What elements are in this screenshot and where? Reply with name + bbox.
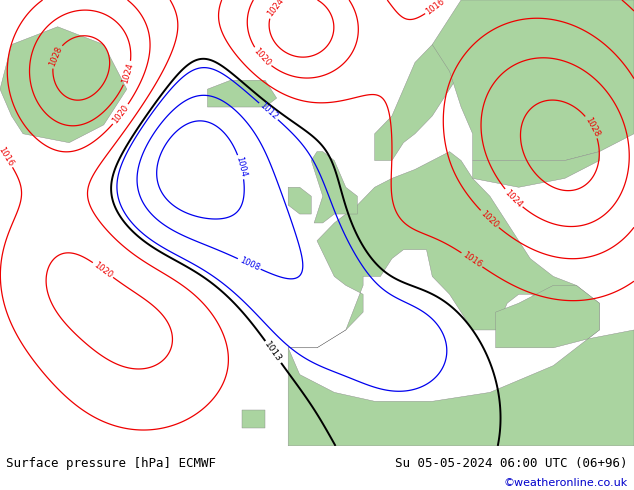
Text: 1028: 1028 <box>48 45 64 68</box>
Text: 1016: 1016 <box>461 250 483 270</box>
Text: 1020: 1020 <box>92 260 114 280</box>
Polygon shape <box>288 187 311 214</box>
Text: Surface pressure [hPa] ECMWF: Surface pressure [hPa] ECMWF <box>6 457 216 470</box>
Text: ©weatheronline.co.uk: ©weatheronline.co.uk <box>503 478 628 488</box>
Polygon shape <box>472 151 599 187</box>
Text: 1024: 1024 <box>503 188 524 209</box>
Text: Su 05-05-2024 06:00 UTC (06+96): Su 05-05-2024 06:00 UTC (06+96) <box>395 457 628 470</box>
Polygon shape <box>311 151 358 223</box>
Polygon shape <box>288 330 634 446</box>
Text: 1016: 1016 <box>0 145 15 168</box>
Text: 1024: 1024 <box>120 62 135 84</box>
Text: 1028: 1028 <box>583 115 601 138</box>
Polygon shape <box>288 151 599 348</box>
Text: 1020: 1020 <box>479 209 500 230</box>
Text: 1020: 1020 <box>111 103 131 125</box>
Polygon shape <box>450 18 507 62</box>
Text: 1024: 1024 <box>265 0 285 19</box>
Polygon shape <box>496 285 599 348</box>
Polygon shape <box>432 0 634 161</box>
Text: 1004: 1004 <box>235 156 249 178</box>
Text: 1008: 1008 <box>238 255 261 272</box>
Text: 1016: 1016 <box>424 0 446 16</box>
Polygon shape <box>0 27 127 143</box>
Text: 1012: 1012 <box>257 101 280 122</box>
Polygon shape <box>207 80 276 107</box>
Polygon shape <box>242 410 265 428</box>
Text: 1020: 1020 <box>252 47 273 68</box>
Text: 1013: 1013 <box>263 340 283 364</box>
Polygon shape <box>375 36 467 161</box>
